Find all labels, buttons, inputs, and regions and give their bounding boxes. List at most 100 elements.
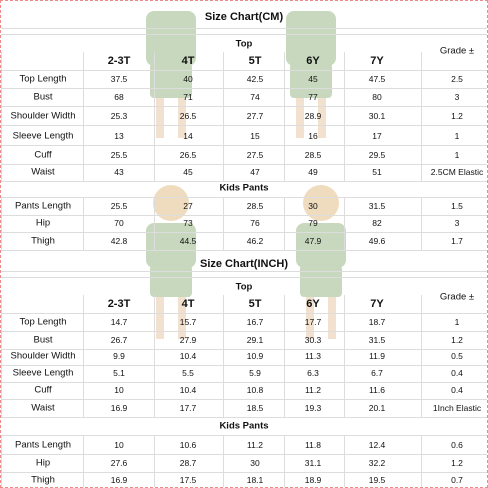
row-label: Pants Length [15,439,71,451]
size-header: 5T [248,55,262,67]
row-label: Sleeve Length [12,130,74,142]
size-value: 17.7 [179,403,197,413]
row-label: Thigh [31,235,55,247]
size-value: 12.4 [368,440,386,450]
row-label: Hip [35,457,51,469]
size-value: 71 [183,92,193,102]
row-divider [1,417,487,418]
size-header: 6Y [306,298,320,310]
size-value: 44.5 [179,236,197,246]
size-value: 10.8 [246,385,264,395]
row-divider [1,232,487,233]
size-header: 5T [248,298,262,310]
column-divider [1,435,2,487]
size-value: 27 [183,201,193,211]
size-value: 26.7 [110,335,128,345]
row-label: Hip [35,217,51,229]
grade-value: 1Inch Elastic [432,403,482,413]
size-value: 77 [308,92,318,102]
grade-value: 1.5 [451,201,463,211]
column-divider [421,197,422,250]
size-value: 37.5 [110,74,128,84]
row-divider [1,382,487,383]
size-value: 45 [183,167,193,177]
size-value: 28.7 [179,458,197,468]
model-photo [296,185,346,339]
size-value: 16.7 [246,317,264,327]
size-value: 46.2 [246,236,264,246]
size-value: 10 [114,385,124,395]
column-divider [223,52,224,181]
size-header: 7Y [370,55,384,67]
column-divider [223,197,224,250]
column-divider [154,52,155,181]
column-divider [284,197,285,250]
row-divider [1,106,487,107]
size-value: 20.1 [368,403,386,413]
size-value: 82 [372,218,382,228]
column-divider [154,435,155,487]
size-value: 26.5 [179,111,197,121]
size-value: 68 [114,92,124,102]
row-divider [1,145,487,146]
row-divider [1,250,487,251]
row-divider [1,271,487,272]
size-value: 42.5 [246,74,264,84]
size-value: 31.1 [304,458,322,468]
section-label: Kids Pants [219,420,269,432]
size-value: 19.3 [304,403,322,413]
column-divider [83,295,84,417]
size-value: 14.7 [110,317,128,327]
size-value: 5.1 [113,368,125,378]
model-photo [146,185,196,339]
size-value: 13 [114,131,124,141]
grade-value: 2.5 [451,74,463,84]
size-value: 27.5 [246,150,264,160]
column-divider [1,295,2,417]
size-value: 18.9 [304,475,322,485]
size-value: 10.6 [179,440,197,450]
row-divider [1,181,487,182]
size-value: 70 [114,218,124,228]
size-value: 9.9 [113,351,125,361]
size-value: 27.9 [179,335,197,345]
grade-value: 3 [454,92,460,102]
size-value: 45 [308,74,318,84]
size-value: 31.5 [368,201,386,211]
row-label: Waist [31,402,55,414]
column-divider [344,295,345,417]
grade-value: 1 [454,317,460,327]
size-header: 2-3T [107,298,131,310]
row-divider [1,164,487,165]
row-divider [1,34,487,35]
column-divider [284,295,285,417]
size-value: 29.5 [368,150,386,160]
column-divider [83,435,84,487]
grade-value: 1 [454,150,460,160]
size-value: 30 [250,458,260,468]
size-value: 30.3 [304,335,322,345]
size-value: 27.6 [110,458,128,468]
size-value: 11.3 [305,351,321,361]
grade-header: Grade ± [439,45,475,57]
size-value: 28.5 [304,150,322,160]
row-label: Top Length [19,316,67,328]
grade-value: 1.2 [451,111,463,121]
size-value: 30.1 [368,111,386,121]
column-divider [344,435,345,487]
size-header: 2-3T [107,55,131,67]
size-value: 28.9 [304,111,322,121]
size-header: 6Y [306,55,320,67]
size-value: 16 [308,131,318,141]
row-divider [1,454,487,455]
row-divider [1,331,487,332]
model-photo [146,11,196,138]
size-value: 51 [372,167,382,177]
size-value: 40 [183,74,193,84]
size-value: 5.9 [249,368,261,378]
column-divider [284,435,285,487]
size-value: 25.5 [110,150,128,160]
size-value: 47.9 [304,236,322,246]
column-divider [1,197,2,250]
